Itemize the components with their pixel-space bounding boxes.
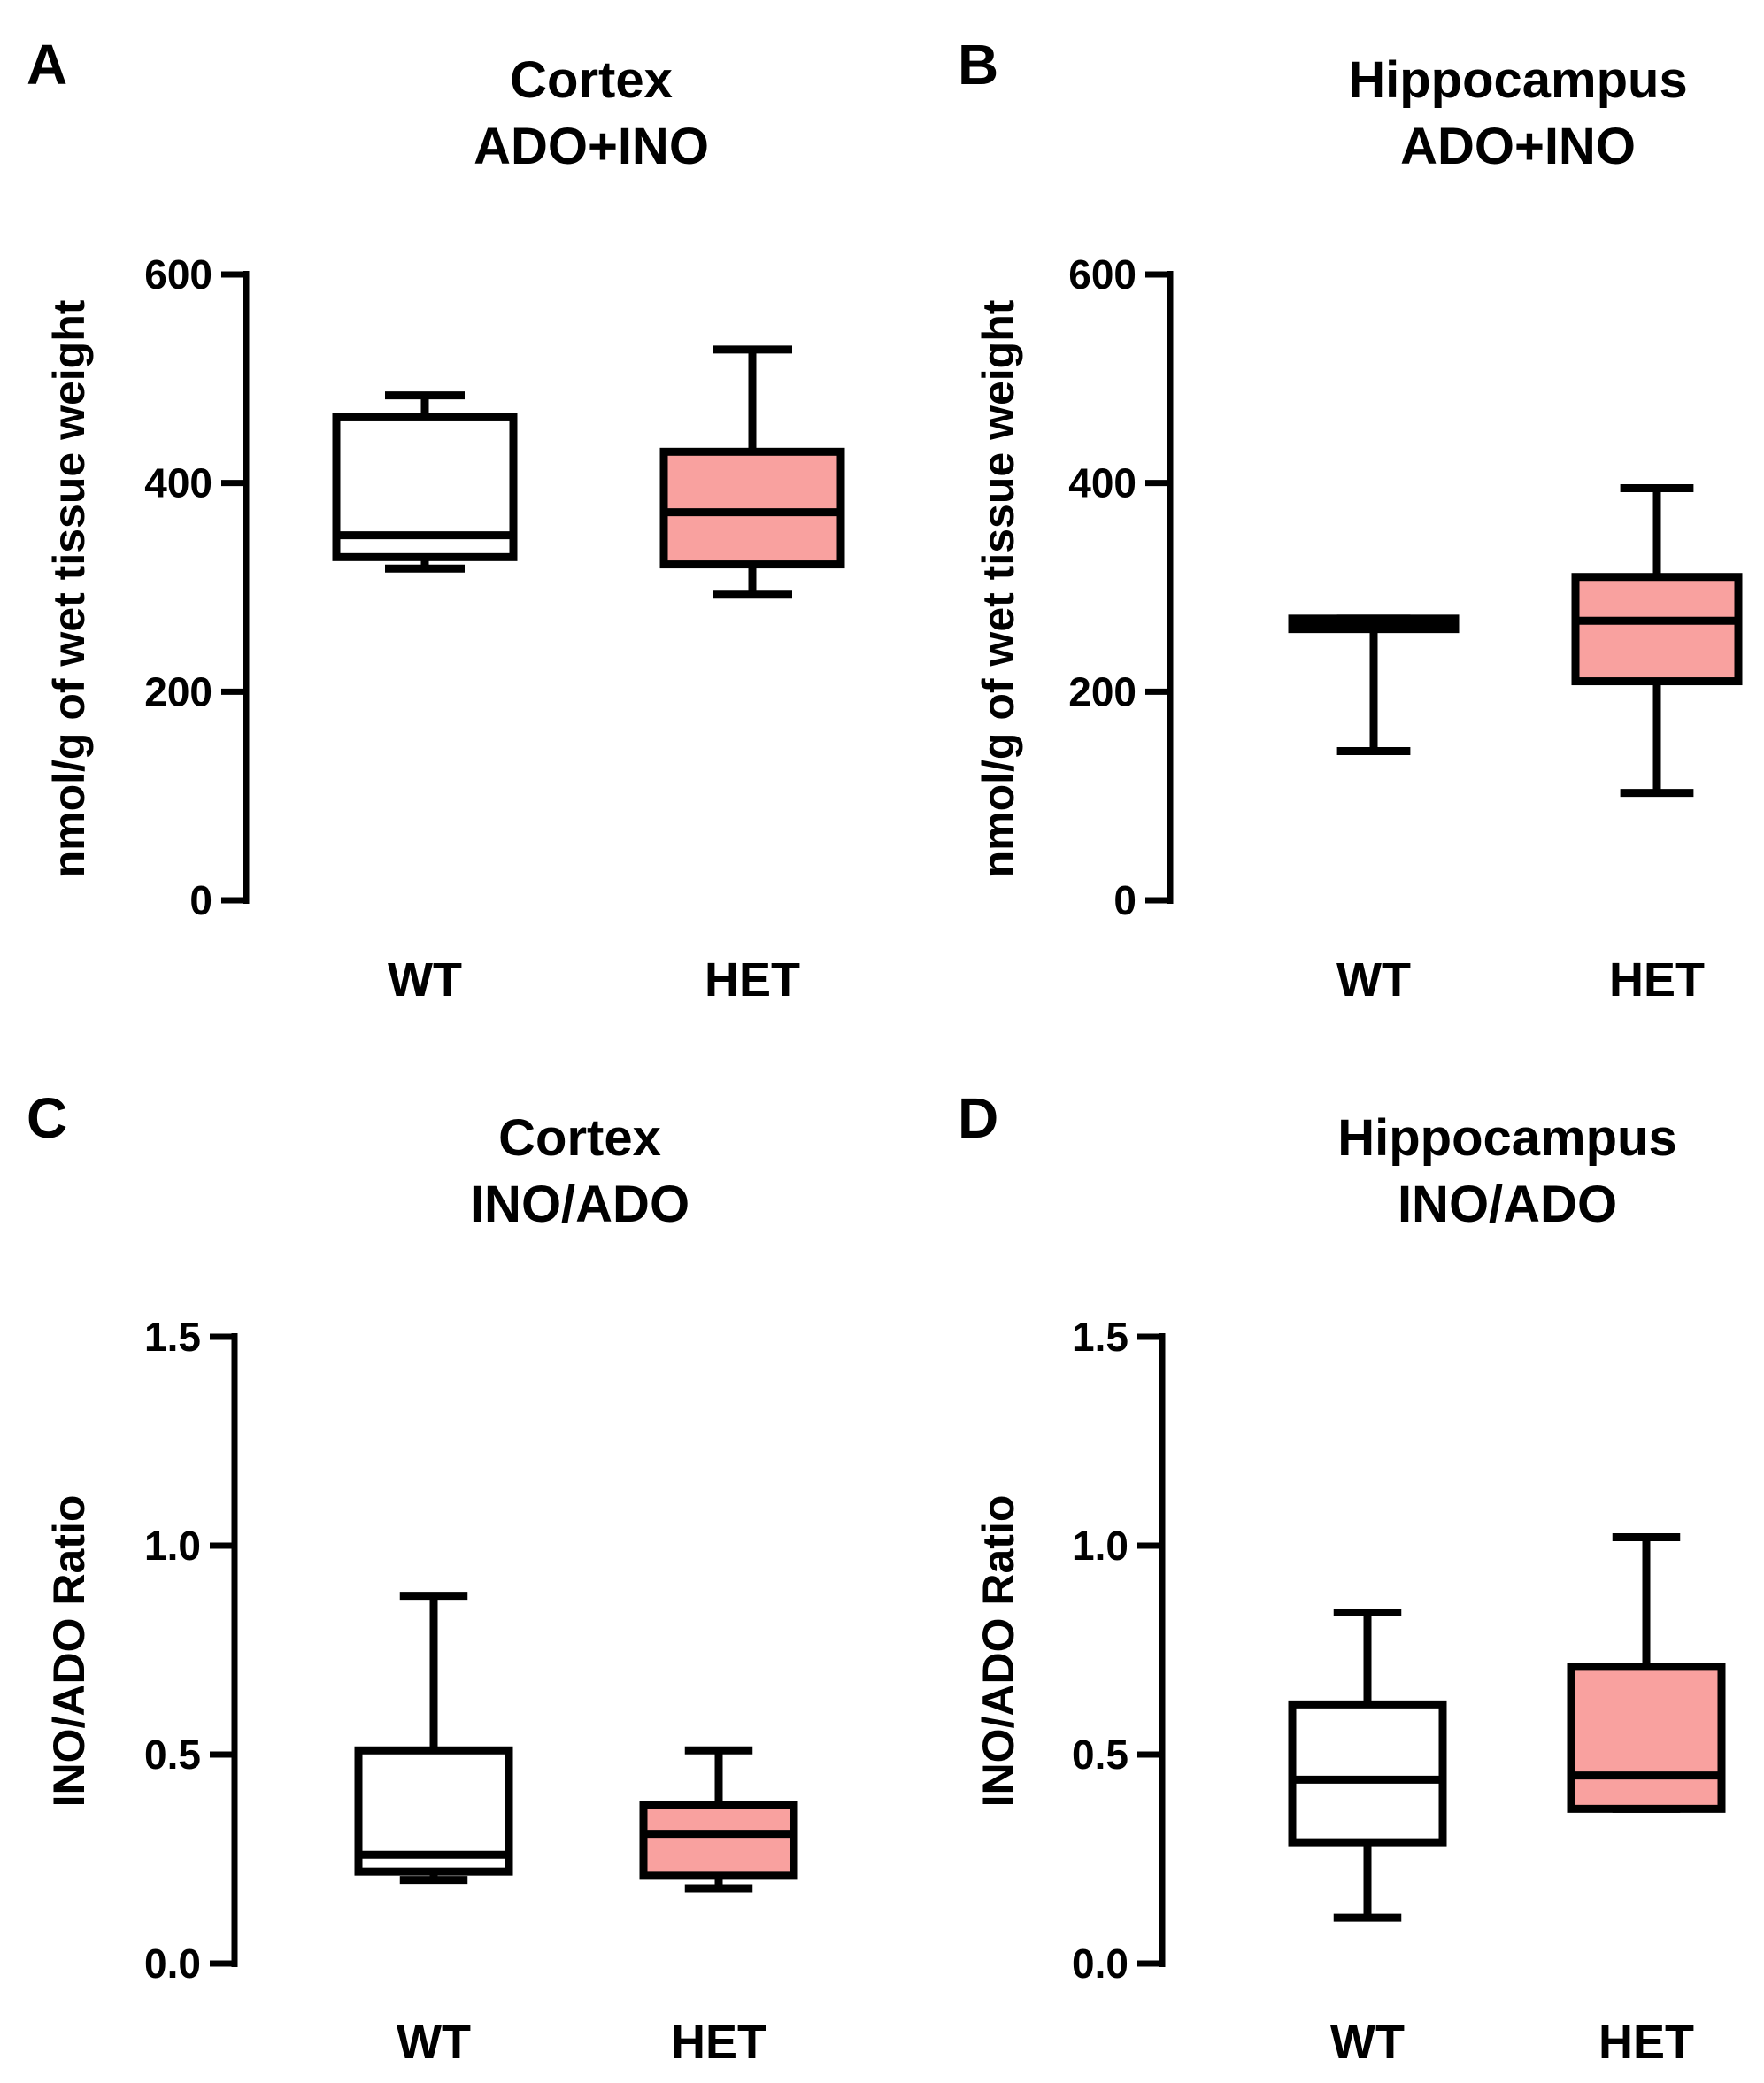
panel-c-letter: C [27, 1086, 67, 1150]
panel-c-y-tick-label: 0.0 [144, 1940, 201, 1987]
panel-a-y-tick-label: 200 [144, 668, 212, 714]
panel-d-title-line-1: Hippocampus [1337, 1109, 1677, 1167]
panel-c-y-tick-label: 1.0 [144, 1523, 201, 1569]
panel-b-y-tick-label: 200 [1068, 668, 1136, 714]
panel-b-x-label-het: HET [1609, 953, 1705, 1007]
panel-a-x-label-het: HET [705, 953, 800, 1007]
panel-d-title-line-2: INO/ADO [1398, 1176, 1617, 1233]
panel-b-y-axis-title: nmol/g of wet tissue weight [974, 299, 1023, 877]
panel-d-y-axis-title: INO/ADO Ratio [974, 1495, 1023, 1808]
panel-b-letter: B [958, 33, 998, 96]
panel-a: A Cortex ADO+INO nmol/g of wet tissue weigh… [27, 33, 845, 1007]
panel-a-title-line-1: Cortex [510, 51, 673, 109]
panel-d-y-tick-label: 0.0 [1072, 1940, 1128, 1987]
panel-a-x-label-wt: WT [388, 953, 462, 1007]
panel-b-y-tick-label: 600 [1068, 251, 1136, 297]
panel-a-y-axis-title: nmol/g of wet tissue weight [44, 299, 94, 877]
panel-d-x-label-wt: WT [1330, 2016, 1405, 2069]
panel-d-y-tick-label: 1.5 [1072, 1314, 1128, 1360]
panel-a-het-box [659, 447, 845, 569]
panel-c-y-tick-label: 0.5 [144, 1732, 201, 1778]
panel-c-het-box [639, 1801, 798, 1880]
panel-c-x-label-wt: WT [397, 2016, 471, 2069]
panel-d-wt-box [1288, 1700, 1447, 1847]
panel-d-y-tick-label: 0.5 [1072, 1732, 1128, 1778]
panel-d-het-box [1567, 1663, 1726, 1813]
panel-c-x-label-het: HET [671, 2016, 766, 2069]
panel-c-title-line-2: INO/ADO [470, 1176, 689, 1233]
panel-d-letter: D [958, 1086, 998, 1150]
panel-d: D Hippocampus INO/ADO INO/ADO Ratio 0.0 0.5 1.… [958, 1086, 1726, 2069]
panel-b-y-tick-label: 400 [1068, 460, 1136, 506]
panel-a-title-line-2: ADO+INO [474, 118, 709, 175]
panel-c-title-line-1: Cortex [498, 1109, 661, 1167]
panel-b: B Hippocampus ADO+INO nmol/g of wet tissue … [958, 33, 1743, 1007]
panel-a-y-tick-label: 0 [189, 877, 212, 923]
panel-c: C Cortex INO/ADO INO/ADO Ratio 0.0 0.5 1.0 1.5 W… [27, 1086, 798, 2069]
panel-b-y-tick-label: 0 [1113, 877, 1136, 923]
panel-c-y-axis-title: INO/ADO Ratio [44, 1495, 94, 1808]
panel-a-letter: A [27, 33, 67, 96]
panel-c-y-tick-label: 1.5 [144, 1314, 201, 1360]
panel-b-title-line-1: Hippocampus [1348, 51, 1688, 109]
panel-b-het-box [1571, 573, 1743, 686]
panel-d-x-label-het: HET [1598, 2016, 1694, 2069]
panel-b-title-line-2: ADO+INO [1400, 118, 1636, 175]
panel-a-y-tick-label: 400 [144, 460, 212, 506]
panel-a-y-tick-label: 600 [144, 251, 212, 297]
panel-d-y-tick-label: 1.0 [1072, 1523, 1128, 1569]
panel-b-x-label-wt: WT [1336, 953, 1411, 1007]
